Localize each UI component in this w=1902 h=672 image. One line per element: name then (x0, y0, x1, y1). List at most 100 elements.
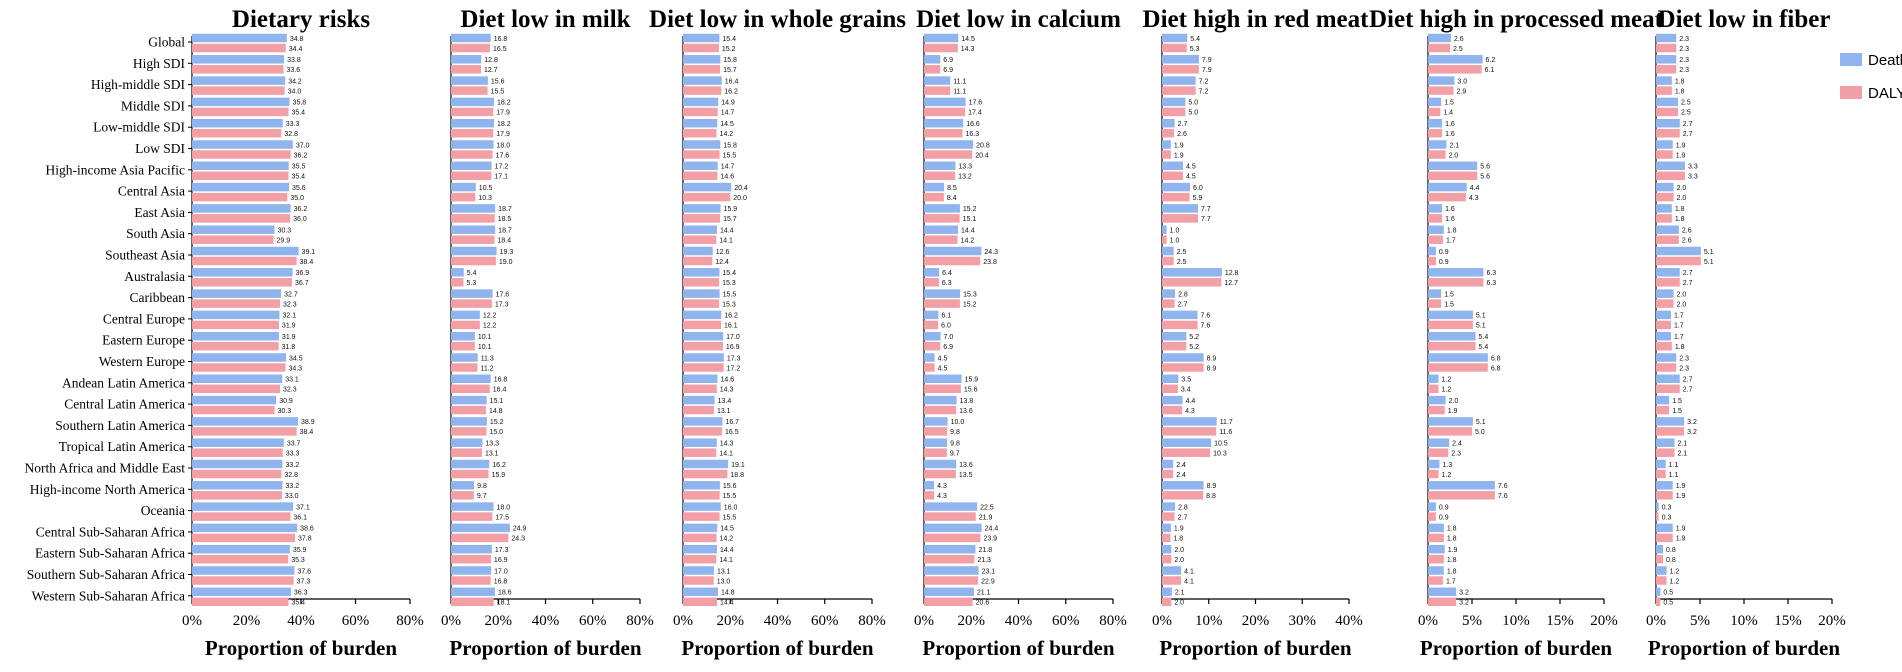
deaths-value-label: 33.2 (285, 483, 299, 490)
deaths-bar (683, 33, 720, 43)
category-label: Southern Latin America (55, 418, 185, 433)
deaths-value-label: 20.4 (734, 185, 748, 192)
dalys-value-label: 17.1 (494, 174, 508, 181)
deaths-value-label: 13.4 (718, 398, 732, 405)
dalys-value-label: 37.3 (297, 578, 311, 585)
dalys-value-label: 1.9 (1676, 152, 1686, 159)
x-tick-label: 20% (485, 613, 513, 629)
dalys-bar (192, 235, 274, 244)
dalys-bar (1162, 384, 1178, 394)
deaths-bar (1428, 374, 1439, 384)
deaths-value-label: 30.3 (278, 227, 292, 234)
deaths-value-label: 10.0 (951, 419, 965, 426)
dalys-value-label: 2.0 (1174, 557, 1184, 564)
dalys-value-label: 14.1 (719, 450, 733, 457)
panel-title: Diet low in whole grains (649, 6, 906, 33)
deaths-value-label: 2.7 (1683, 270, 1693, 277)
deaths-value-label: 1.6 (1445, 206, 1455, 213)
deaths-bar (924, 502, 978, 511)
dalys-bar (192, 405, 275, 415)
deaths-value-label: 1.8 (1447, 227, 1457, 234)
deaths-bar (451, 395, 487, 405)
dalys-bar (451, 341, 475, 351)
deaths-value-label: 18.2 (497, 121, 511, 128)
deaths-value-label: 7.9 (1202, 57, 1212, 64)
dalys-bar (1162, 150, 1171, 159)
deaths-bar (1428, 566, 1444, 575)
x-tick-label: 80% (396, 613, 424, 629)
dalys-value-label: 3.2 (1687, 429, 1697, 436)
deaths-value-label: 1.7 (1674, 313, 1684, 320)
deaths-value-label: 33.1 (285, 377, 299, 384)
deaths-value-label: 38.6 (300, 526, 314, 533)
dalys-value-label: 29.9 (276, 237, 290, 244)
deaths-value-label: 14.8 (721, 590, 735, 597)
dalys-bar (683, 427, 722, 436)
dalys-value-label: 1.7 (1446, 237, 1456, 244)
deaths-bar (451, 204, 496, 213)
deaths-bar (192, 523, 298, 533)
dalys-bar (1428, 320, 1473, 330)
dalys-value-label: 6.8 (1491, 365, 1501, 372)
dalys-value-label: 3.2 (1459, 600, 1469, 607)
dalys-bar (924, 448, 947, 457)
dalys-value-label: 17.5 (495, 514, 509, 521)
dalys-bar (1162, 171, 1184, 181)
dalys-bar (451, 299, 492, 308)
deaths-bar (451, 182, 476, 192)
dalys-value-label: 36.7 (295, 280, 309, 287)
dalys-bar (192, 86, 285, 95)
x-tick-label: 15% (1774, 613, 1802, 629)
deaths-bar (1656, 331, 1671, 341)
deaths-value-label: 16.2 (724, 313, 738, 320)
deaths-value-label: 5.2 (1189, 334, 1199, 341)
deaths-bar (683, 97, 719, 107)
dalys-value-label: 8.9 (1207, 365, 1217, 372)
deaths-value-label: 2.4 (1176, 462, 1186, 469)
deaths-legend-label: Deaths (1868, 52, 1902, 69)
deaths-legend-swatch (1840, 53, 1862, 66)
dalys-value-label: 13.6 (959, 408, 973, 415)
dalys-value-label: 1.8 (1173, 536, 1183, 543)
dalys-value-label: 1.9 (1676, 536, 1686, 543)
deaths-value-label: 15.6 (723, 483, 737, 490)
x-axis-label: Proportion of burden (1648, 636, 1840, 660)
dalys-bar (924, 576, 979, 585)
dalys-bar (1656, 469, 1666, 479)
deaths-value-label: 24.4 (985, 526, 999, 533)
x-tick-label: 0% (1152, 613, 1172, 629)
dalys-value-label: 2.0 (1449, 152, 1459, 159)
deaths-value-label: 14.4 (720, 547, 734, 554)
dalys-bar (683, 43, 719, 53)
dalys-bar (451, 533, 509, 543)
deaths-value-label: 15.2 (490, 419, 504, 426)
dalys-bar (192, 299, 281, 308)
deaths-bar (924, 97, 966, 107)
deaths-bar (451, 417, 487, 426)
deaths-bar (1656, 544, 1664, 554)
dalys-bar (1162, 491, 1204, 500)
dalys-value-label: 11.2 (480, 365, 493, 372)
x-tick-label: 80% (1099, 613, 1127, 629)
deaths-bar (192, 438, 284, 447)
panel-title: Diet low in milk (460, 6, 630, 33)
deaths-bar (683, 55, 721, 64)
dalys-bar (1162, 86, 1196, 95)
dalys-value-label: 33.3 (286, 450, 300, 457)
category-label: Central Europe (103, 311, 185, 326)
deaths-bar (451, 502, 494, 511)
dalys-bar (192, 491, 282, 500)
x-tick-label: 40% (287, 613, 315, 629)
dalys-bar (683, 469, 728, 479)
dalys-value-label: 5.1 (1476, 323, 1486, 330)
deaths-value-label: 15.8 (723, 142, 737, 149)
deaths-bar (924, 55, 941, 64)
dalys-bar (1428, 491, 1495, 500)
deaths-value-label: 1.9 (1174, 526, 1184, 533)
dalys-value-label: 2.4 (1176, 472, 1186, 479)
deaths-bar (1428, 481, 1495, 490)
deaths-bar (1428, 161, 1478, 171)
deaths-bar (1428, 544, 1445, 554)
dalys-value-label: 12.7 (1224, 280, 1238, 287)
dalys-bar (1162, 363, 1204, 372)
